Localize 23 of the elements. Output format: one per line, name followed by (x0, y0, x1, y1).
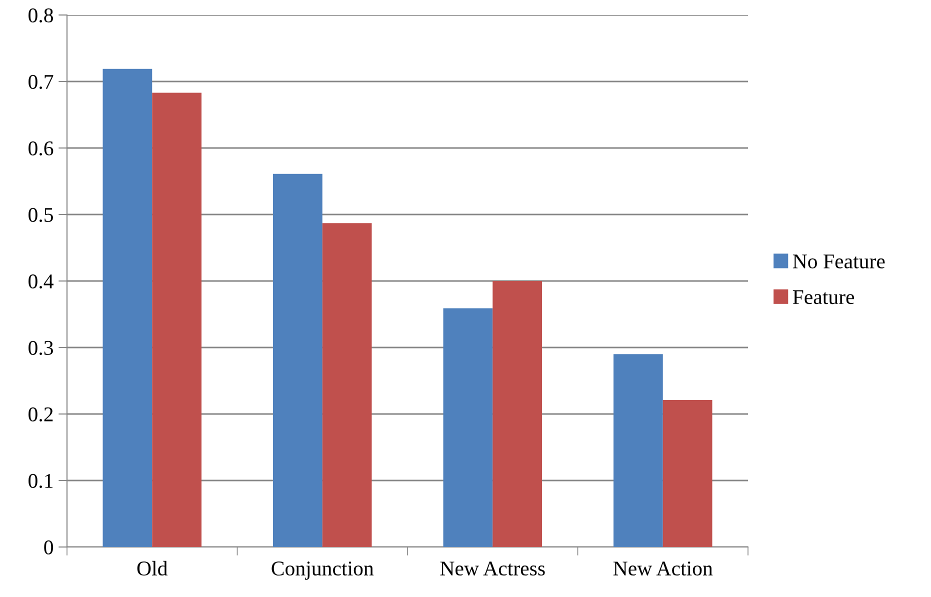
bar (152, 92, 202, 547)
y-tick-label: 0.3 (28, 340, 53, 356)
bar (322, 223, 372, 547)
x-tick-label: New Actress (440, 562, 545, 576)
bar (492, 281, 542, 547)
x-tick-label: New Action (613, 562, 713, 576)
bar (102, 68, 152, 547)
y-tick-label: 0.7 (28, 74, 54, 90)
legend-label: Feature (792, 290, 854, 304)
bar (662, 400, 712, 547)
y-tick-label: 0.6 (28, 141, 54, 156)
bar (614, 354, 663, 547)
y-tick-label: 0.8 (28, 8, 54, 23)
bar (273, 174, 322, 547)
bar (443, 308, 493, 547)
x-tick-label: Old (137, 560, 168, 576)
y-tick-label: 0.2 (28, 407, 53, 422)
y-tick-label: 0.4 (28, 274, 54, 289)
legend-label: No Feature (792, 254, 885, 268)
x-tick-label: Conjunction (272, 562, 374, 580)
y-tick-label: 0.5 (28, 208, 53, 222)
y-tick-label: 0.1 (28, 474, 53, 488)
y-tick-label: 0 (44, 540, 54, 554)
